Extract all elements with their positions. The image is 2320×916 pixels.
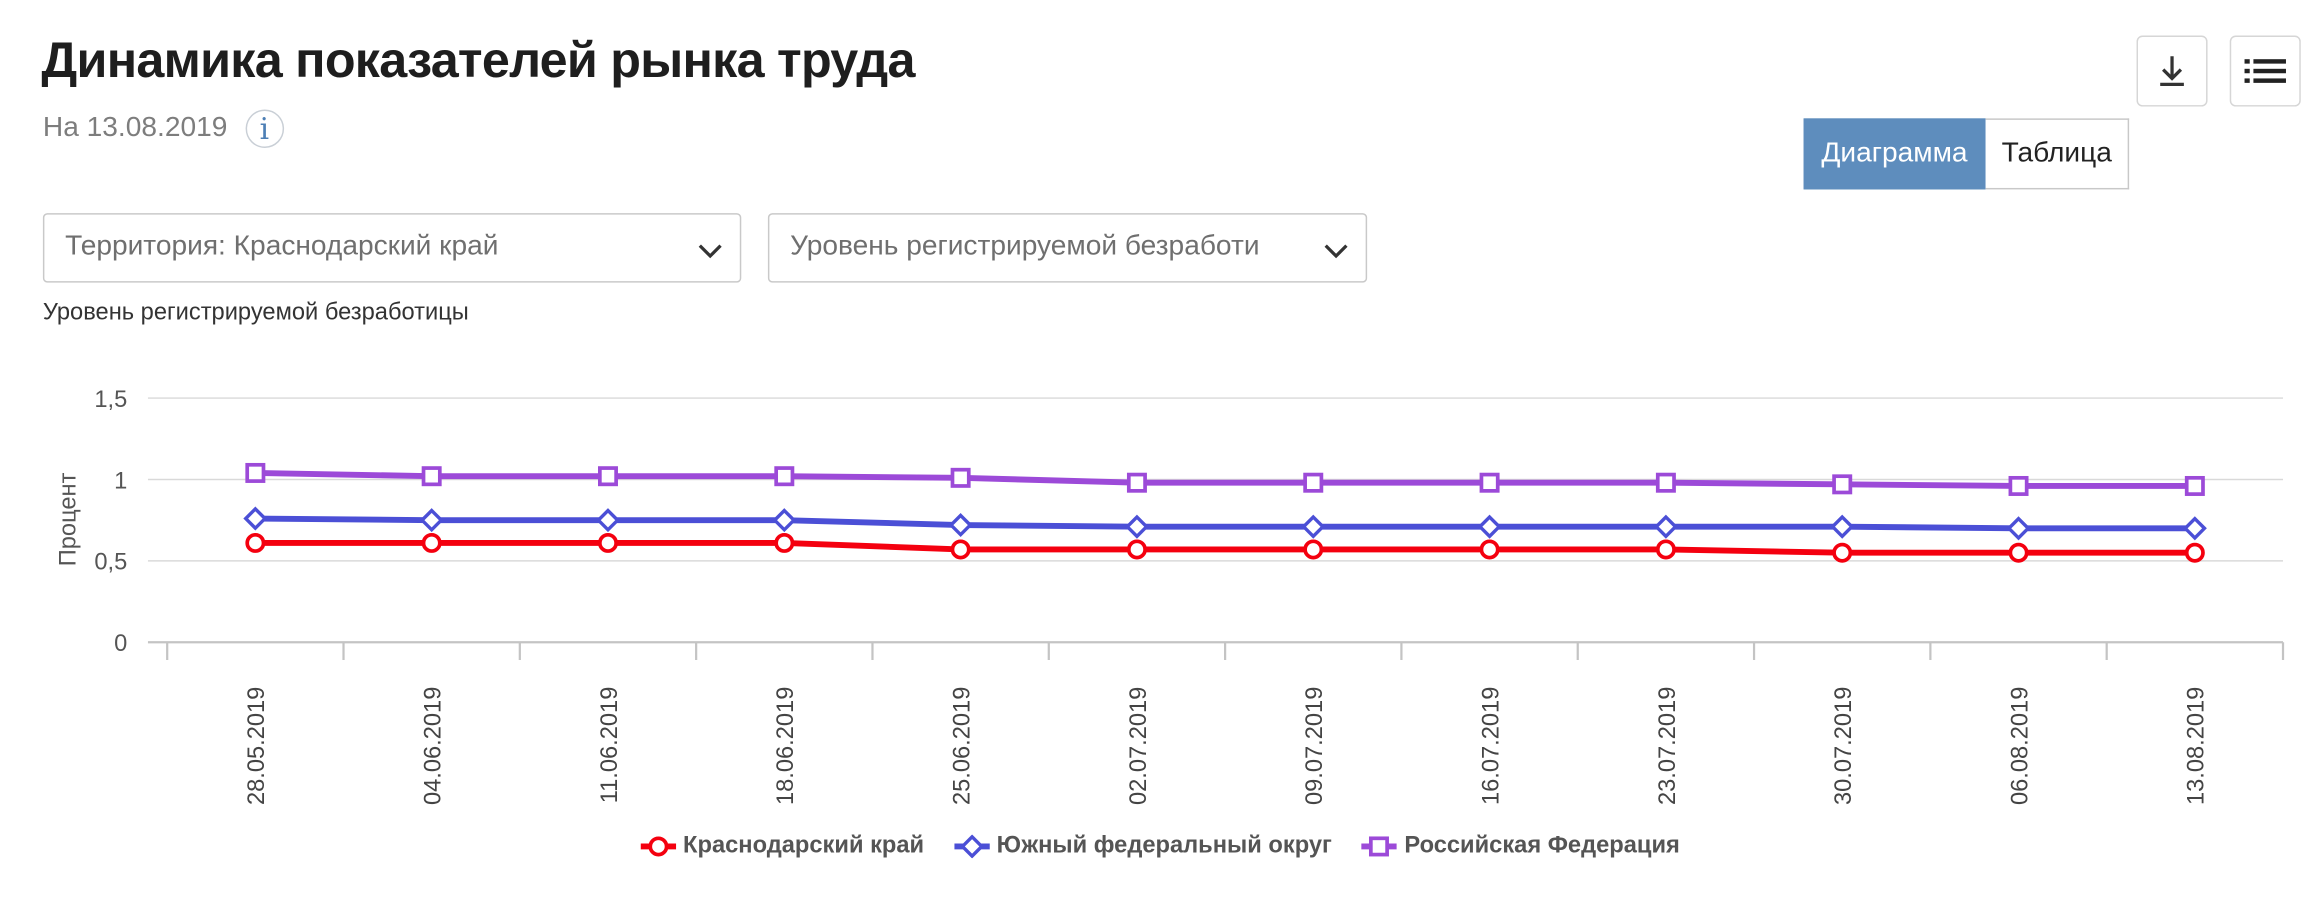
data-point <box>1126 539 1147 560</box>
data-point <box>1124 514 1149 539</box>
data-point <box>774 532 795 553</box>
legend-item[interactable]: Южный федеральный округ <box>953 833 1332 860</box>
series-1 <box>245 532 2205 563</box>
series-3 <box>245 462 2205 496</box>
series-line <box>255 515 2195 532</box>
data-point <box>1479 539 1500 560</box>
legend-item[interactable]: Краснодарский край <box>640 833 924 860</box>
chart-legend: Краснодарский край Южный федеральный окру… <box>0 833 2320 860</box>
data-point <box>598 532 618 553</box>
x-tick-label: 25.06.2019 <box>950 687 976 805</box>
legend-symbol <box>959 834 984 859</box>
x-tick-label: 30.07.2019 <box>1831 687 1857 805</box>
data-point <box>2184 542 2205 563</box>
data-point <box>2006 516 2031 541</box>
x-tick-label: 02.07.2019 <box>1126 687 1152 805</box>
page-title: Динамика показателей рынка труда <box>41 32 915 89</box>
series-2 <box>243 506 2207 541</box>
legend-symbol <box>1369 836 1390 857</box>
date-row: На 13.08.2019 i <box>42 109 284 148</box>
data-point <box>1303 472 1324 493</box>
legend-label: Южный федеральный округ <box>996 833 1332 859</box>
data-point <box>2182 516 2207 541</box>
legend-marker <box>953 834 990 859</box>
chart-title: Уровень регистрируемой безработицы <box>42 300 469 326</box>
info-icon[interactable]: i <box>245 109 284 148</box>
y-tick-label: 0 <box>114 631 127 657</box>
x-tick-label: 18.06.2019 <box>773 687 799 805</box>
x-tick-label: 06.08.2019 <box>2007 687 2033 805</box>
series-line <box>255 539 2195 556</box>
data-point <box>1832 542 1853 563</box>
line-chart: 0 0,5 1 1,5 28.05.2019 04.06.2019 11.06.2019 18… <box>55 387 2285 805</box>
data-point <box>2008 542 2029 563</box>
y-axis-label: Процент <box>55 472 81 566</box>
view-toggle: Диаграмма Таблица <box>1803 118 2130 190</box>
x-tick-label: 11.06.2019 <box>597 687 623 804</box>
data-point <box>1479 472 1500 493</box>
report-date: На 13.08.2019 <box>42 112 228 144</box>
data-point <box>1653 514 1678 539</box>
download-button[interactable] <box>2136 35 2208 107</box>
data-point <box>2008 475 2029 496</box>
data-point <box>595 508 621 533</box>
chevron-down-icon <box>698 244 722 259</box>
y-tick-label: 0,5 <box>94 550 127 576</box>
data-point <box>1655 472 1676 493</box>
data-point <box>245 462 266 483</box>
x-tick-label: 13.08.2019 <box>2184 687 2210 805</box>
data-point <box>2184 475 2205 496</box>
indicator-select[interactable]: Уровень регистрируемой безработи <box>767 213 1368 283</box>
legend-label: Краснодарский край <box>683 833 925 859</box>
data-point <box>950 467 971 488</box>
y-tick-label: 1,5 <box>94 387 127 413</box>
data-point <box>245 532 266 553</box>
data-point <box>598 466 618 487</box>
data-point <box>243 506 268 531</box>
indicator-select-value: Уровень регистрируемой безработи <box>790 230 1260 262</box>
data-point <box>1832 474 1853 495</box>
data-point <box>948 513 973 538</box>
legend-marker <box>640 836 676 857</box>
x-tick-label: 23.07.2019 <box>1655 687 1681 805</box>
y-tick-label: 1 <box>114 468 127 494</box>
x-tick-label: 16.07.2019 <box>1478 687 1504 805</box>
territory-select[interactable]: Территория: Краснодарский край <box>42 213 742 283</box>
data-point <box>1126 472 1147 493</box>
tab-table[interactable]: Таблица <box>1985 118 2130 190</box>
legend-symbol <box>647 836 668 857</box>
data-point <box>950 539 971 560</box>
download-icon <box>2160 56 2184 86</box>
territory-select-value: Территория: Краснодарский край <box>65 230 499 262</box>
menu-icon <box>2244 59 2286 83</box>
legend-item[interactable]: Российская Федерация <box>1361 833 1680 860</box>
x-tick-label: 09.07.2019 <box>1302 687 1328 805</box>
menu-button[interactable] <box>2229 35 2301 107</box>
legend-marker <box>1361 836 1397 857</box>
chevron-down-icon <box>1324 244 1348 259</box>
data-point <box>421 532 442 553</box>
data-point <box>1655 539 1676 560</box>
x-tick-label: 28.05.2019 <box>244 687 270 805</box>
series-line <box>255 469 2195 489</box>
tab-chart[interactable]: Диаграмма <box>1803 118 1986 190</box>
data-point <box>774 466 795 487</box>
data-point <box>772 508 797 533</box>
data-point <box>1303 539 1324 560</box>
data-point <box>1830 514 1855 539</box>
data-point <box>1301 514 1326 539</box>
data-point <box>419 508 444 533</box>
data-point <box>421 466 442 487</box>
legend-label: Российская Федерация <box>1404 833 1680 859</box>
x-tick-label: 04.06.2019 <box>421 687 447 805</box>
data-point <box>1477 514 1502 539</box>
